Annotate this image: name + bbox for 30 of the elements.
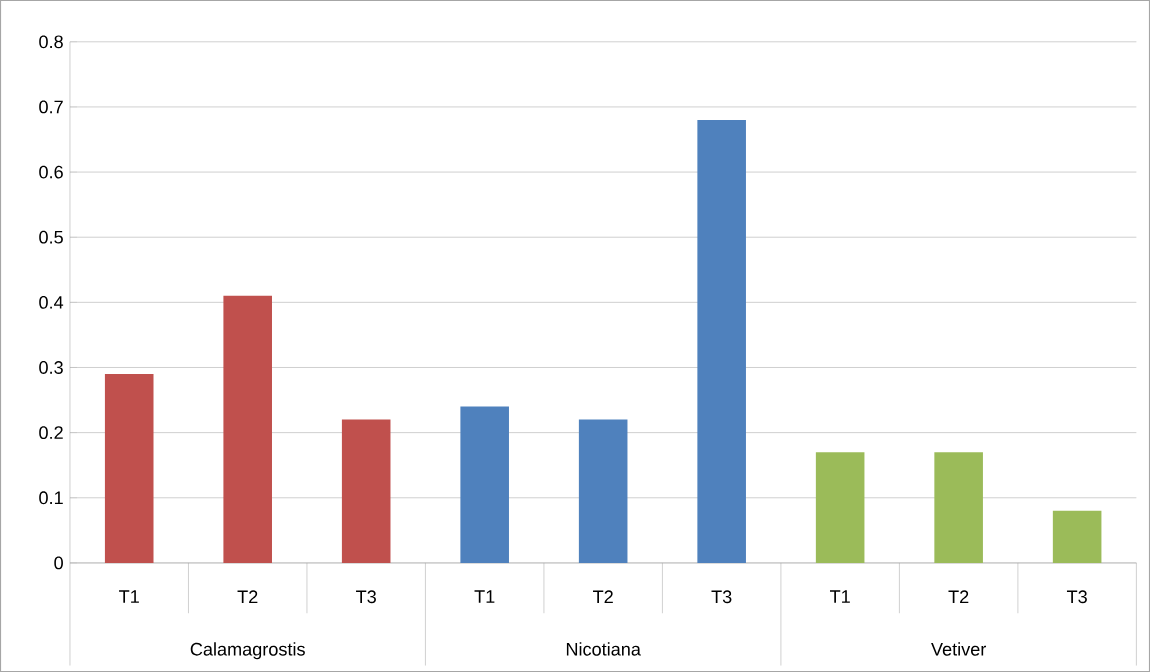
- y-tick-label: 0.1: [39, 491, 63, 505]
- bar: [104, 373, 154, 563]
- x-tick-label: T1: [119, 590, 139, 603]
- x-tick-label: T1: [829, 590, 850, 603]
- text: Vetiver: [931, 642, 987, 656]
- x-tick-label: T3: [711, 590, 732, 604]
- bar: [578, 419, 628, 563]
- y-tick-label: 0.5: [39, 230, 63, 244]
- y-tick-label: 0.8: [39, 35, 63, 49]
- x-tick-label: T2: [948, 590, 969, 603]
- bar: [460, 406, 509, 563]
- x-tick-label: T3: [356, 590, 376, 604]
- y-tick-label: 0: [54, 556, 63, 570]
- bar: [697, 119, 746, 563]
- bar: [815, 452, 865, 563]
- bar: [934, 452, 983, 563]
- bar: [1052, 510, 1102, 563]
- y-tick-label: 0.2: [39, 426, 63, 439]
- y-tick-label: 0.4: [39, 295, 64, 309]
- x-tick-label: T2: [237, 590, 258, 603]
- x-tick-label: T3: [1066, 590, 1087, 604]
- y-tick-label: 0.7: [39, 100, 63, 114]
- bar: [223, 295, 272, 563]
- x-tick-label: T1: [474, 590, 495, 603]
- y-tick-label: 0.3: [39, 361, 63, 374]
- text: Nicotiana: [566, 642, 641, 656]
- x-tick-label: T2: [593, 590, 613, 603]
- bar: [341, 419, 391, 563]
- text: Calamagrostis: [190, 642, 305, 660]
- y-tick-label: 0.6: [39, 165, 63, 179]
